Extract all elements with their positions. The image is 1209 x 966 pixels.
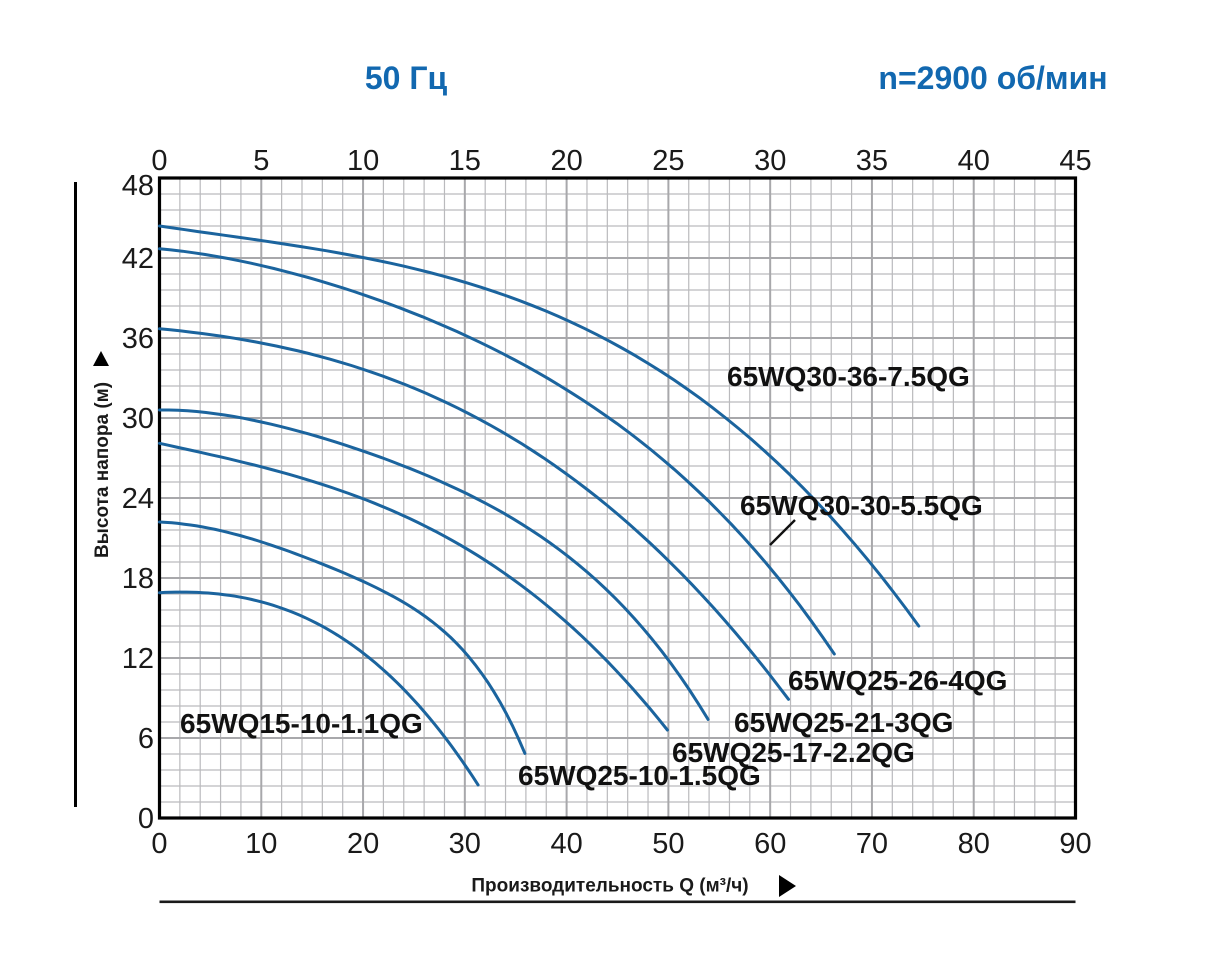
svg-text:0: 0 [151,828,167,860]
svg-text:Высота напора (м): Высота напора (м) [92,382,113,558]
svg-text:45: 45 [1059,145,1091,177]
svg-text:35: 35 [856,145,888,177]
svg-text:12: 12 [122,643,154,675]
svg-text:65WQ15-10-1.1QG: 65WQ15-10-1.1QG [180,708,423,739]
svg-text:42: 42 [122,243,154,275]
svg-text:20: 20 [550,145,582,177]
svg-text:50: 50 [652,828,684,860]
svg-text:20: 20 [347,828,379,860]
svg-text:65WQ30-36-7.5QG: 65WQ30-36-7.5QG [727,361,970,392]
svg-text:n=2900 об/мин: n=2900 об/мин [878,60,1107,96]
svg-text:60: 60 [754,828,786,860]
svg-text:24: 24 [122,483,154,515]
svg-text:80: 80 [958,828,990,860]
svg-text:18: 18 [122,563,154,595]
svg-text:50 Гц: 50 Гц [365,60,448,96]
svg-text:30: 30 [449,828,481,860]
svg-text:36: 36 [122,323,154,355]
svg-text:65WQ25-26-4QG: 65WQ25-26-4QG [788,665,1007,696]
svg-text:48: 48 [122,170,154,202]
svg-text:0: 0 [151,145,167,177]
svg-text:65WQ25-10-1.5QG: 65WQ25-10-1.5QG [518,760,761,791]
svg-text:25: 25 [652,145,684,177]
svg-text:90: 90 [1059,828,1091,860]
svg-text:5: 5 [253,145,269,177]
svg-text:70: 70 [856,828,888,860]
svg-text:10: 10 [347,145,379,177]
svg-text:6: 6 [138,723,154,755]
svg-text:0: 0 [138,803,154,835]
svg-text:65WQ25-17-2.2QG: 65WQ25-17-2.2QG [672,737,915,768]
svg-text:Производительность Q (м³/ч): Производительность Q (м³/ч) [471,876,748,897]
svg-text:40: 40 [958,145,990,177]
svg-text:65WQ30-30-5.5QG: 65WQ30-30-5.5QG [740,490,983,521]
svg-text:40: 40 [550,828,582,860]
svg-text:30: 30 [122,403,154,435]
svg-text:65WQ25-21-3QG: 65WQ25-21-3QG [734,707,953,738]
svg-text:15: 15 [449,145,481,177]
svg-text:30: 30 [754,145,786,177]
svg-text:10: 10 [245,828,277,860]
